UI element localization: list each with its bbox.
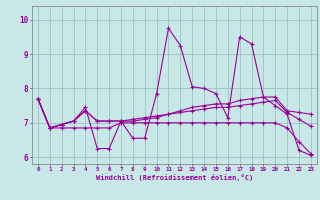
X-axis label: Windchill (Refroidissement éolien,°C): Windchill (Refroidissement éolien,°C) [96,174,253,181]
